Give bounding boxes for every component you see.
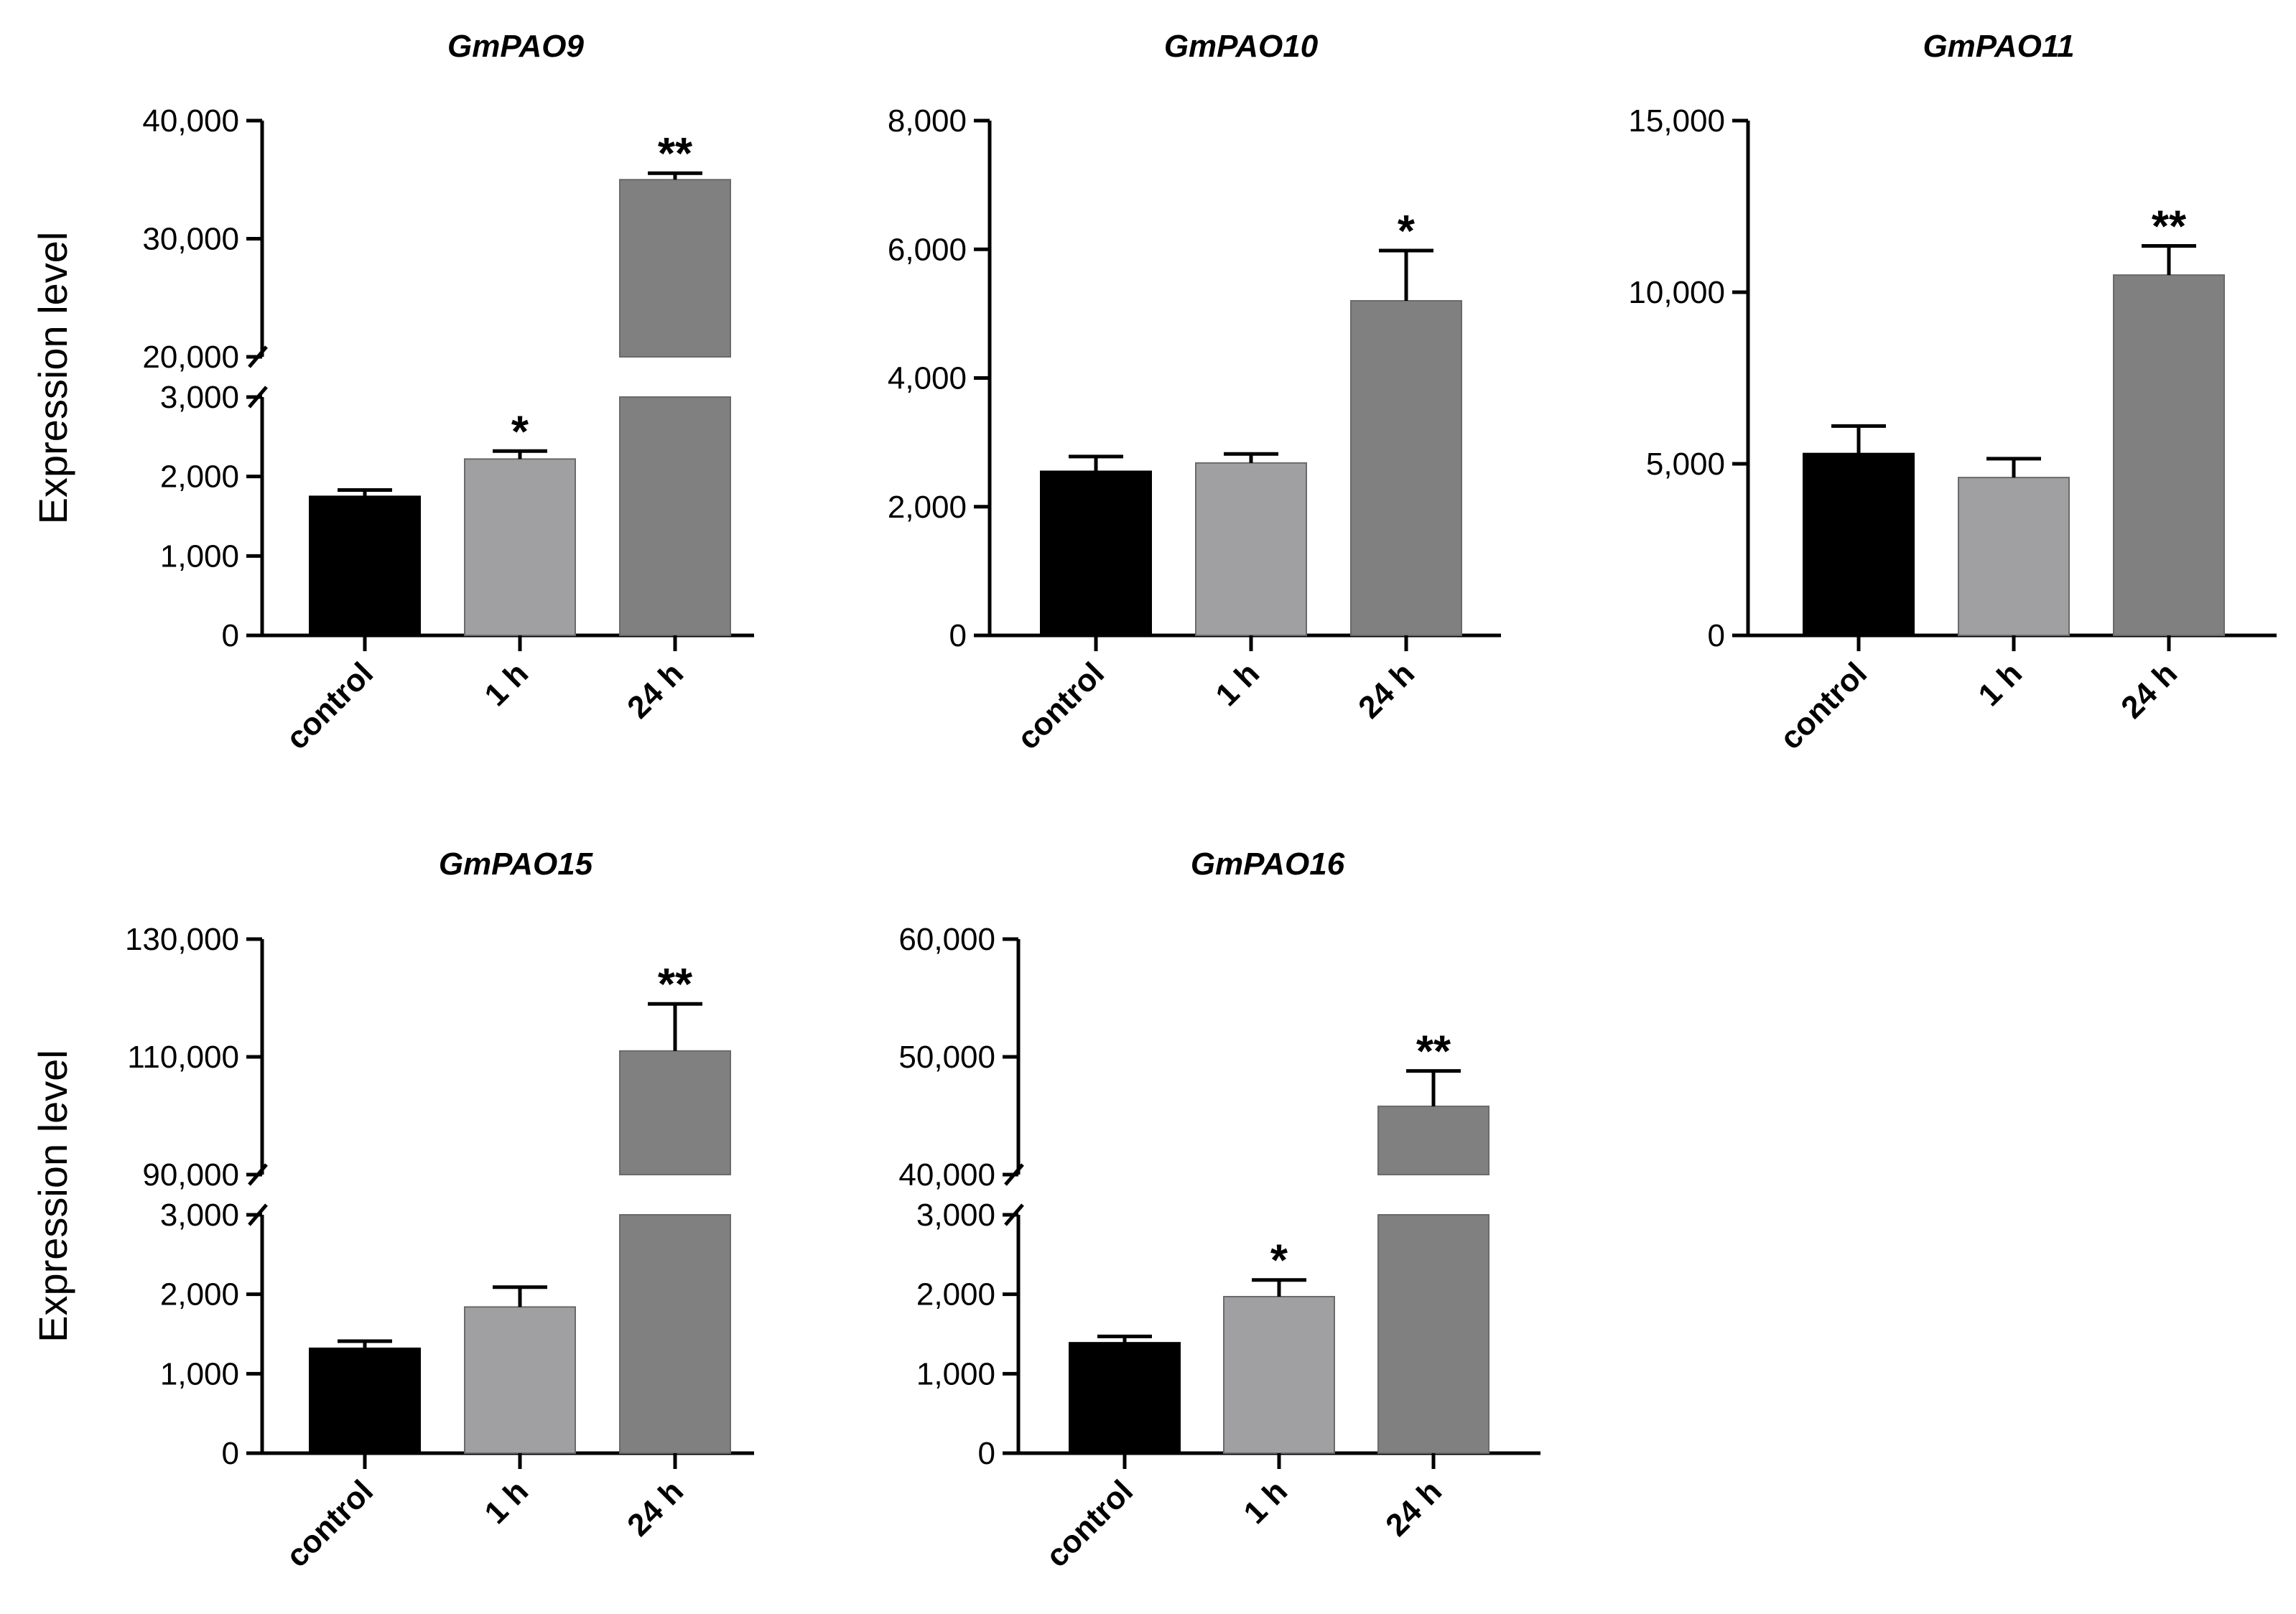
y-tick-label: 130,000 [125, 922, 239, 957]
y-tick-label: 3,000 [160, 380, 239, 415]
significance-label-2: ** [2152, 202, 2187, 251]
y-axis-label: Expression level [30, 232, 75, 525]
significance-label-1: * [1270, 1236, 1288, 1286]
y-tick-label: 2,000 [888, 490, 967, 525]
y-tick-label: 5,000 [1646, 447, 1725, 482]
bar-1 [1195, 462, 1307, 636]
y-tick-label: 6,000 [888, 232, 967, 267]
y-tick-label: 1,000 [160, 1356, 239, 1391]
significance-label-2: * [1398, 207, 1416, 256]
x-tick-label: 24 h [1352, 656, 1421, 725]
bar-2 [619, 396, 731, 636]
y-tick-label: 3,000 [160, 1198, 239, 1233]
x-tick-label: control [1773, 656, 1874, 756]
x-tick-label: control [1039, 1473, 1140, 1574]
y-tick-label: 0 [1708, 618, 1725, 653]
y-tick-label: 0 [222, 618, 239, 653]
chart-title: GmPAO16 [1191, 846, 1345, 882]
significance-label-2: ** [658, 129, 693, 179]
chart-title: GmPAO11 [1923, 29, 2074, 64]
x-tick-label: 1 h [478, 1473, 535, 1531]
bar-2 [1350, 299, 1462, 636]
y-tick-label: 1,000 [160, 538, 239, 574]
bar-2 [1377, 1214, 1489, 1454]
bar-0 [309, 495, 421, 636]
x-tick-label: control [279, 1473, 380, 1574]
bar-1 [1223, 1295, 1335, 1455]
bar-0 [1040, 470, 1152, 636]
chart-panel-4: GmPAO16 0 1,000 2,000 3,000 40,000 50,000 60,00… [898, 846, 1540, 1575]
x-tick-label: 24 h [2114, 656, 2184, 725]
x-tick-label: 24 h [1379, 1473, 1449, 1543]
x-tick-label: 1 h [478, 656, 535, 713]
y-tick-label: 60,000 [898, 922, 995, 957]
bar-1 [464, 1306, 576, 1454]
x-tick-label: 1 h [1237, 1473, 1294, 1531]
bar-0 [309, 1347, 421, 1455]
chart-panel-1: GmPAO10 0 2,000 4,000 6,000 8,000 control 1 h * 2… [888, 29, 1501, 757]
bar-0 [1803, 452, 1915, 636]
y-tick-label: 30,000 [142, 222, 239, 257]
bar-2-upper [619, 179, 731, 358]
x-tick-label: control [1010, 656, 1111, 756]
bar-1 [464, 458, 576, 636]
y-tick-label: 20,000 [142, 340, 239, 375]
y-tick-label: 40,000 [898, 1157, 995, 1193]
bar-1 [1958, 477, 2070, 636]
x-tick-label: 24 h [621, 656, 690, 725]
y-axis-label: Expression level [30, 1050, 75, 1343]
y-tick-label: 50,000 [898, 1040, 995, 1075]
y-tick-label: 2,000 [916, 1277, 995, 1312]
chart-title: GmPAO9 [447, 29, 584, 64]
bar-0 [1069, 1342, 1181, 1454]
y-tick-label: 90,000 [142, 1157, 239, 1193]
x-tick-label: 24 h [621, 1473, 690, 1543]
y-tick-label: 0 [949, 618, 967, 653]
bar-2 [619, 1214, 731, 1454]
y-tick-label: 8,000 [888, 103, 967, 139]
y-tick-label: 3,000 [916, 1198, 995, 1233]
bar-2-upper [1377, 1105, 1489, 1176]
bar-2 [2113, 274, 2225, 636]
y-tick-label: 110,000 [127, 1040, 239, 1075]
y-tick-label: 4,000 [888, 361, 967, 396]
chart-title: GmPAO10 [1164, 29, 1319, 64]
y-tick-label: 0 [978, 1436, 995, 1471]
y-tick-label: 1,000 [916, 1356, 995, 1391]
significance-label-2: ** [658, 960, 693, 1009]
x-tick-label: 1 h [1971, 656, 2029, 713]
y-tick-label: 10,000 [1628, 275, 1725, 310]
y-tick-label: 2,000 [160, 460, 239, 495]
chart-panel-2: GmPAO11 0 5,000 10,000 15,000 control 1 h ** 24 … [1628, 29, 2277, 757]
chart-title: GmPAO15 [439, 846, 593, 882]
chart-panel-0: GmPAO9 Expression level 0 1,000 2,000 3,000 20… [30, 29, 754, 757]
y-tick-label: 2,000 [160, 1277, 239, 1312]
chart-panel-3: GmPAO15 Expression level 0 1,000 2,000 3,000 9… [30, 846, 754, 1575]
significance-label-2: ** [1416, 1027, 1451, 1077]
significance-label-1: * [511, 407, 529, 457]
y-tick-label: 40,000 [142, 103, 239, 139]
y-tick-label: 15,000 [1628, 103, 1725, 139]
y-tick-label: 0 [222, 1436, 239, 1471]
x-tick-label: 1 h [1209, 656, 1266, 713]
x-tick-label: control [279, 656, 380, 756]
bar-2-upper [619, 1050, 731, 1176]
